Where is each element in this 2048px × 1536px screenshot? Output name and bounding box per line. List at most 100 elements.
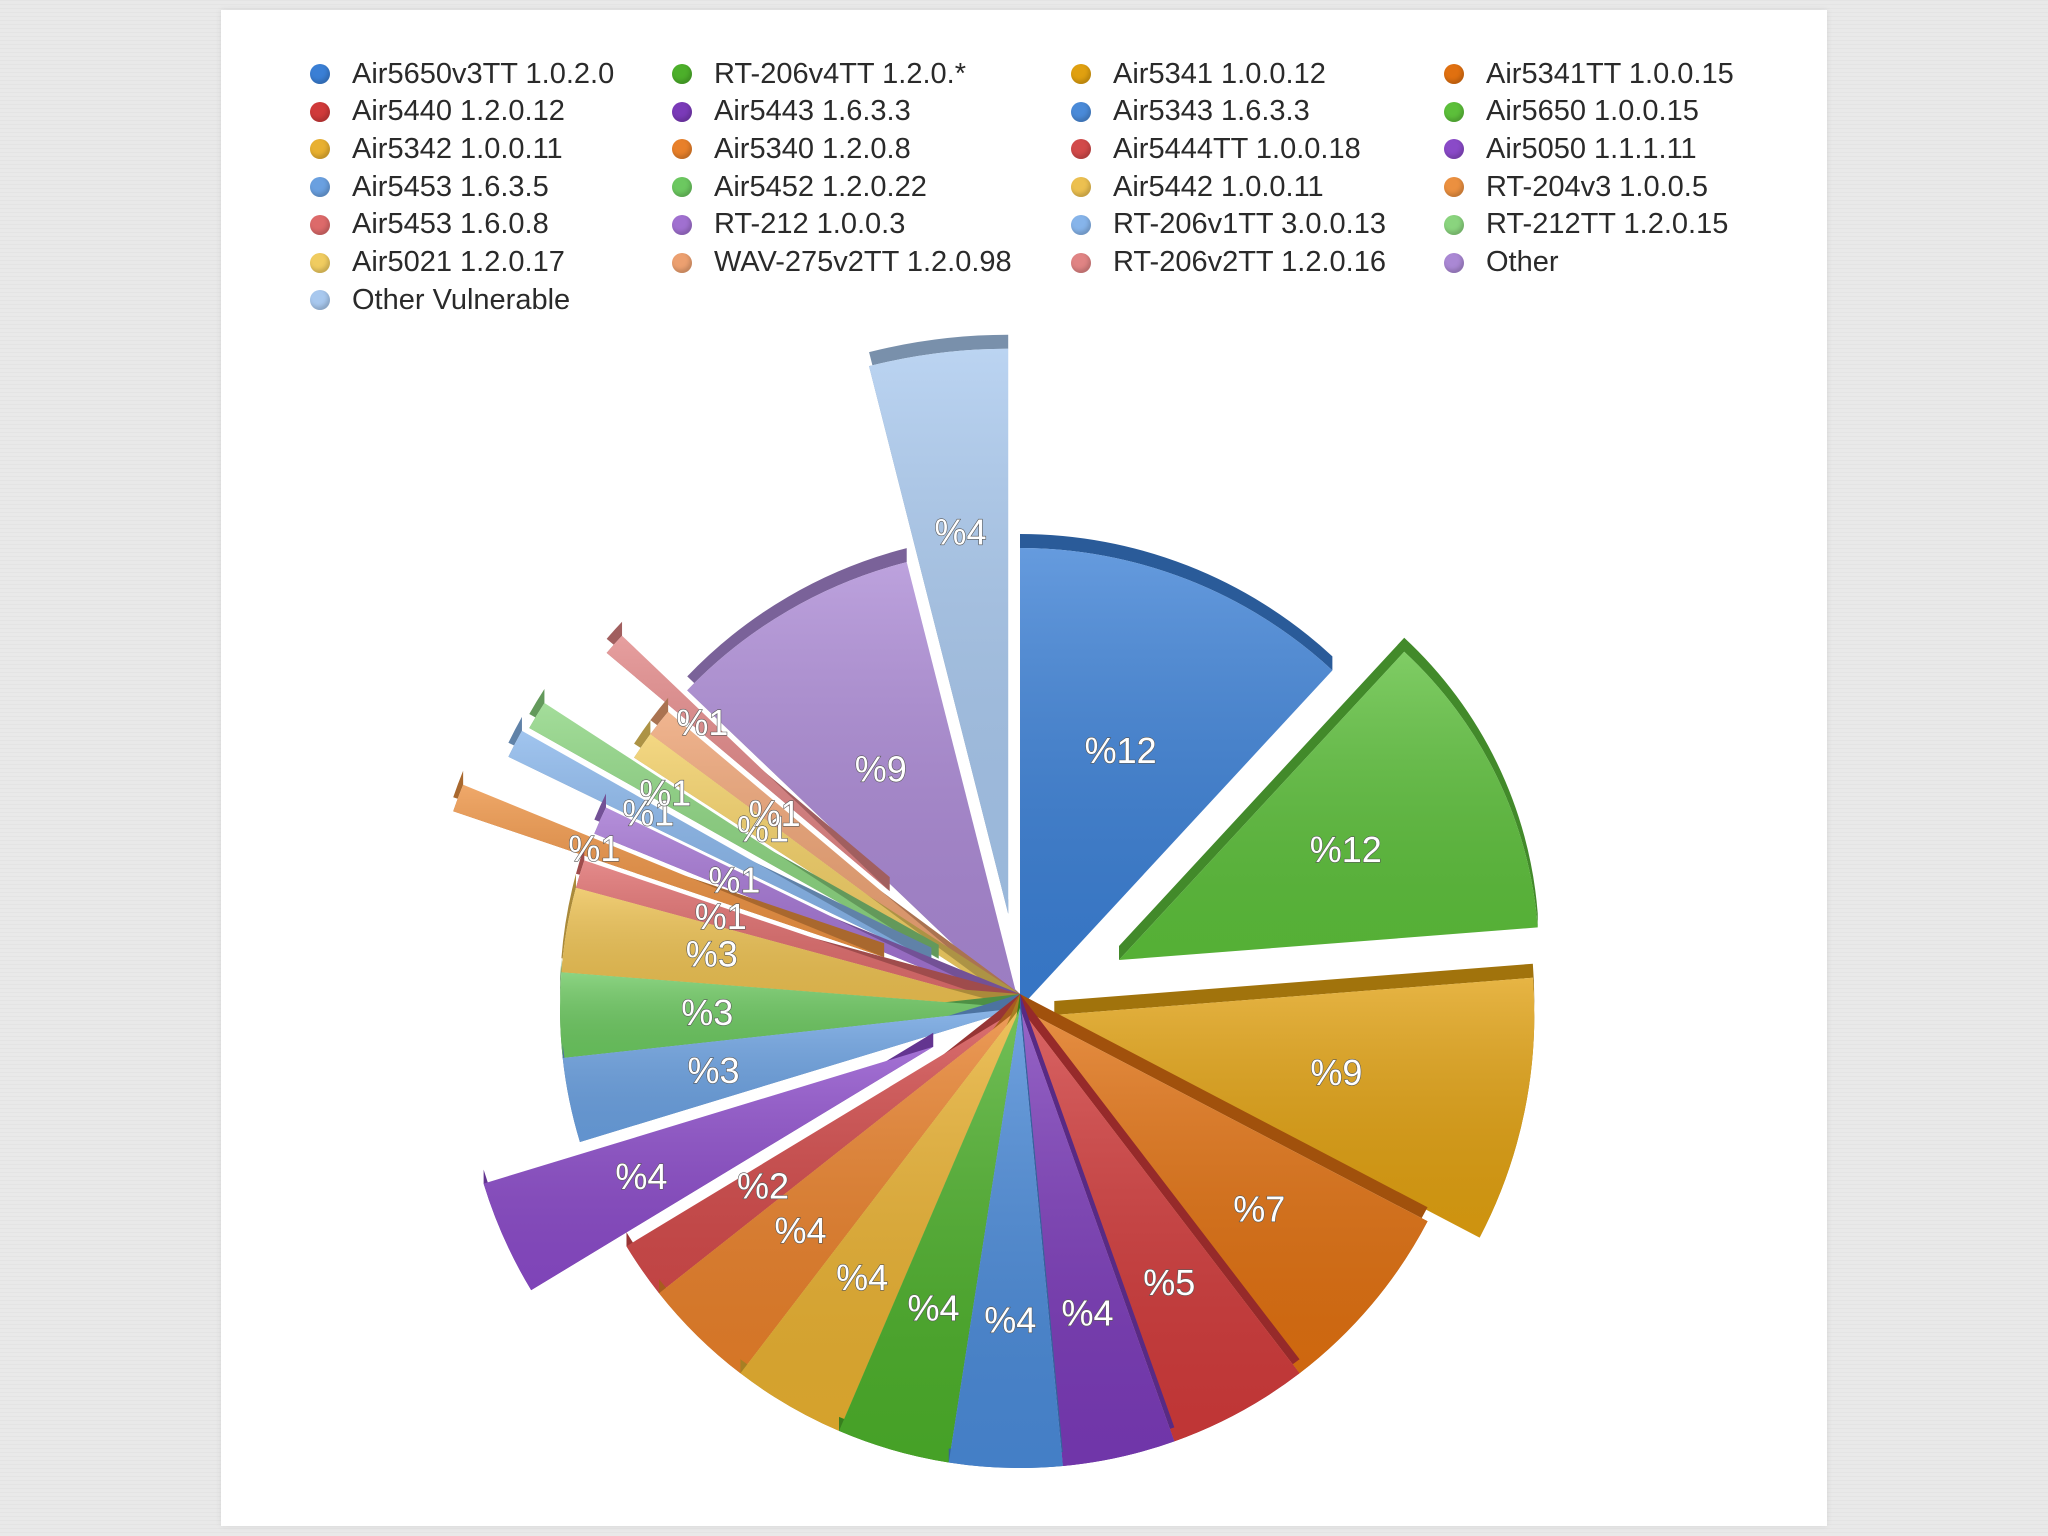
legend-label: RT-206v1TT 3.0.0.13: [1113, 208, 1386, 241]
slice-data-label: %4: [908, 1288, 960, 1329]
pie-slice-gloss: [562, 1008, 1020, 1142]
legend-swatch: [1071, 101, 1091, 122]
legend-label: Air5443 1.6.3.3: [714, 95, 911, 128]
legend-label: RT-206v2TT 1.2.0.16: [1113, 246, 1386, 278]
slice-data-label: %1: [695, 896, 747, 937]
legend-label: Air5440 1.2.0.12: [352, 95, 565, 128]
legend-item-air5021-1-2-0-17: Air5021 1.2.0.17: [310, 245, 565, 281]
slice-data-label: %1: [749, 793, 801, 834]
legend-swatch: [672, 64, 692, 84]
pie-slice-gloss: [1020, 1008, 1428, 1374]
pie-slice-gloss: [559, 972, 1020, 1058]
legend-item-air5050-1-1-1-11: Air5050 1.1.1.11: [1444, 131, 1697, 167]
legend-swatch: [1071, 139, 1091, 160]
legend-item-rt-212-1-0-0-3: RT-212 1.0.0.3: [672, 207, 905, 243]
pie-slice-rt-212-1-0-0-3: [594, 793, 1020, 1008]
pie-slice-gloss: [529, 703, 939, 959]
legend-swatch: [310, 214, 330, 235]
legend-swatch: [310, 64, 330, 84]
pie-slice-gloss: [839, 1008, 1020, 1463]
legend-label: Air5650 1.0.0.15: [1486, 95, 1699, 128]
slice-data-label: %5: [1143, 1262, 1195, 1303]
legend-swatch: [1071, 252, 1091, 273]
legend-swatch: [1444, 177, 1464, 198]
legend-item-air5343-1-6-3-3: Air5343 1.6.3.3: [1071, 94, 1310, 130]
pie-slice-air5340-1-2-0-8: [659, 994, 1020, 1374]
legend-label: Air5453 1.6.0.8: [352, 208, 549, 241]
legend-item-air5650-1-0-0-15: Air5650 1.0.0.15: [1444, 94, 1699, 130]
pie-slice-gloss: [948, 1008, 1063, 1468]
pie-slice-edge: [1020, 994, 1175, 1466]
pie-slice-air5341-1-0-0-12: [1054, 963, 1535, 1238]
legend-swatch: [310, 177, 330, 198]
pie-slice-air5442-1-0-0-11: [561, 873, 1020, 1008]
legend-swatch: [672, 252, 692, 273]
pie-slice-gloss: [606, 635, 890, 892]
pie-slice-edge: [1020, 994, 1300, 1442]
legend-label: Other: [1486, 246, 1559, 278]
pie-slice-gloss: [575, 860, 1020, 1008]
legend-label: RT-206v4TT 1.2.0.*: [714, 57, 967, 90]
pie-slice-edge: [453, 770, 885, 958]
legend-item-air5440-1-2-0-12: Air5440 1.2.0.12: [310, 94, 565, 130]
legend-label: Air5650v3TT 1.0.2.0: [352, 57, 615, 90]
pie-slice-wav-275v2tt-1-2-0-98: [650, 697, 1020, 1008]
pie-slice-gloss: [869, 348, 1009, 914]
pie-slice-gloss: [483, 1046, 934, 1291]
pie-slice-air5341tt-1-0-0-15: [1020, 994, 1428, 1374]
pie-slice-gloss: [740, 1008, 1020, 1431]
pie-slice-gloss: [1054, 977, 1535, 1238]
slice-data-label: %1: [568, 828, 620, 869]
pie-slice-air5050-1-1-1-11: [483, 1032, 934, 1291]
slice-data-label: %2: [737, 1165, 789, 1206]
legend-swatch: [1071, 177, 1091, 198]
legend-label: Air5343 1.6.3.3: [1113, 95, 1310, 128]
slice-data-label: %1: [676, 702, 728, 743]
legend-label: RT-204v3 1.0.0.5: [1486, 170, 1708, 203]
slice-data-label: %1: [708, 859, 760, 900]
legend-swatch: [310, 139, 330, 160]
legend-item-air5452-1-2-0-22: Air5452 1.2.0.22: [672, 169, 927, 205]
legend-label: Air5444TT 1.0.0.18: [1113, 132, 1361, 165]
pie-slice-air5443-1-6-3-3: [1020, 994, 1175, 1466]
pie-slice-gloss: [1020, 1008, 1300, 1442]
legend-swatch: [1444, 101, 1464, 122]
pie-slice-air5650v3tt-1-0-2-0: [1020, 534, 1333, 1008]
legend-swatch: [672, 139, 692, 160]
legend-swatch: [310, 290, 330, 311]
pie-slice-gloss: [1020, 1008, 1175, 1466]
legend-swatch: [672, 177, 692, 198]
legend-swatch: [1444, 214, 1464, 235]
pie-slice-air5453-1-6-0-8: [575, 846, 1020, 1008]
pie-slice-rt-206v2tt-1-2-0-16: [606, 621, 890, 892]
legend-item-rt-206v2tt-1-2-0-16: RT-206v2TT 1.2.0.16: [1071, 245, 1386, 281]
legend-item-air5650v3tt-1-0-2-0: Air5650v3TT 1.0.2.0: [310, 56, 614, 92]
legend-label: Air5340 1.2.0.8: [714, 132, 911, 165]
slice-data-label: %3: [681, 992, 733, 1033]
legend-label: Air5050 1.1.1.11: [1486, 132, 1697, 165]
legend-swatch: [1071, 64, 1091, 84]
pie-slice-other: [687, 548, 1020, 1008]
legend-label: Other Vulnerable: [352, 283, 571, 316]
pie-slice-gloss: [626, 1008, 1020, 1294]
legend-swatch: [310, 252, 330, 273]
slice-data-label: %3: [688, 1050, 740, 1091]
slice-data-label: %7: [1233, 1188, 1285, 1229]
legend-label: Air5442 1.0.0.11: [1113, 170, 1324, 203]
pie-slice-air5343-1-6-3-3: [948, 994, 1063, 1468]
legend-swatch: [1071, 214, 1091, 235]
pie-slice-edge: [508, 716, 932, 962]
pie-slice-edge: [529, 689, 939, 959]
legend-item-rt-204v3-1-0-0-5: RT-204v3 1.0.0.5: [1444, 169, 1708, 205]
legend-item-air5444tt-1-0-0-18: Air5444TT 1.0.0.18: [1071, 131, 1361, 167]
pie-slice-edge: [634, 720, 1020, 1008]
pie-slice-air5650-1-0-0-15: [1119, 637, 1538, 961]
legend-item-other-vulnerable: Other Vulnerable: [310, 282, 570, 318]
legend-label: RT-212TT 1.2.0.15: [1486, 208, 1729, 241]
pie-slice-rt-206v4tt-1-2-0: [839, 994, 1020, 1463]
pie-slice-air5342-1-0-0-11: [740, 994, 1020, 1431]
legend-swatch: [672, 214, 692, 235]
pie-slice-gloss: [687, 562, 1020, 1008]
slice-data-label: %1: [639, 772, 691, 813]
